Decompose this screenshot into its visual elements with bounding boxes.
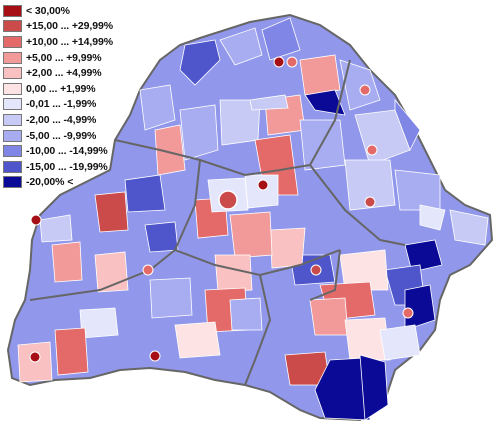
district xyxy=(309,297,349,336)
district xyxy=(94,191,129,233)
legend-swatch xyxy=(3,113,22,126)
legend: < 30,00% +15,00 ... +29,99% +10,00 ... +… xyxy=(3,3,113,190)
legend-item: -5,00 ... -9,99% xyxy=(3,128,113,144)
legend-label: +15,00 ... +29,99% xyxy=(26,20,113,33)
district xyxy=(174,321,221,359)
city-marker xyxy=(359,84,371,96)
district xyxy=(229,211,273,259)
city-marker xyxy=(310,264,322,276)
district xyxy=(249,94,289,111)
district xyxy=(149,277,193,319)
city-marker xyxy=(286,56,298,68)
district xyxy=(261,17,301,61)
legend-item: 0,00 ... +1,99% xyxy=(3,81,113,97)
legend-swatch xyxy=(3,82,22,95)
city-marker xyxy=(402,307,414,319)
district xyxy=(144,221,179,253)
district xyxy=(179,39,221,86)
legend-label: +10,00 ... +14,99% xyxy=(26,35,113,48)
legend-swatch xyxy=(3,145,22,158)
legend-label: 0,00 ... +1,99% xyxy=(26,82,96,95)
legend-label: -5,00 ... -9,99% xyxy=(26,129,97,142)
district xyxy=(229,297,263,331)
legend-label: -0,01 ... -1,99% xyxy=(26,98,97,111)
legend-swatch xyxy=(3,4,22,17)
district-fills xyxy=(17,17,489,421)
city-marker xyxy=(142,264,154,276)
legend-item: +2,00 ... +4,99% xyxy=(3,65,113,81)
district xyxy=(359,354,389,421)
district xyxy=(124,174,166,213)
district xyxy=(154,124,186,176)
district xyxy=(39,214,73,243)
district xyxy=(394,98,421,151)
district xyxy=(339,59,381,111)
legend-label: -20,00% < xyxy=(26,176,74,189)
legend-swatch xyxy=(3,129,22,142)
district xyxy=(394,169,441,211)
city-marker xyxy=(257,179,269,191)
district xyxy=(419,204,446,231)
legend-item: -20,00% < xyxy=(3,175,113,191)
city-marker xyxy=(366,144,378,156)
legend-item: < 30,00% xyxy=(3,3,113,19)
city-marker xyxy=(149,350,161,362)
city-marker xyxy=(273,56,285,68)
city-marker xyxy=(29,351,41,363)
district xyxy=(219,27,263,66)
district xyxy=(314,357,371,421)
legend-item: +10,00 ... +14,99% xyxy=(3,34,113,50)
legend-label: -15,00 ... -19,99% xyxy=(26,160,108,173)
legend-swatch xyxy=(3,160,22,173)
city-marker xyxy=(30,214,42,226)
district xyxy=(339,249,389,291)
district xyxy=(299,54,341,96)
district xyxy=(54,327,89,376)
legend-label: < 30,00% xyxy=(26,4,70,17)
legend-swatch xyxy=(3,20,22,33)
district xyxy=(304,89,346,116)
legend-swatch xyxy=(3,176,22,189)
legend-item: +5,00 ... +9,99% xyxy=(3,50,113,66)
legend-label: -2,00 ... -4,99% xyxy=(26,113,97,126)
legend-swatch xyxy=(3,98,22,111)
legend-label: +5,00 ... +9,99% xyxy=(26,51,102,64)
city-marker xyxy=(364,196,376,208)
district xyxy=(244,174,279,209)
legend-item: -10,00 ... -14,99% xyxy=(3,143,113,159)
oblast-boundaries xyxy=(29,59,406,386)
district xyxy=(344,317,391,361)
legend-item: -0,01 ... -1,99% xyxy=(3,97,113,113)
district xyxy=(51,241,83,283)
district xyxy=(299,119,346,171)
legend-swatch xyxy=(3,35,22,48)
legend-swatch xyxy=(3,67,22,80)
district xyxy=(344,159,396,211)
legend-swatch xyxy=(3,51,22,64)
legend-item: -15,00 ... -19,99% xyxy=(3,159,113,175)
legend-label: +2,00 ... +4,99% xyxy=(26,67,102,80)
district xyxy=(179,104,219,161)
district xyxy=(404,239,443,273)
city-markers xyxy=(29,56,414,363)
district xyxy=(139,84,176,131)
legend-label: -10,00 ... -14,99% xyxy=(26,145,108,158)
city-marker xyxy=(218,190,238,210)
legend-item: -2,00 ... -4,99% xyxy=(3,112,113,128)
district xyxy=(214,254,253,293)
district xyxy=(449,209,489,246)
legend-item: +15,00 ... +29,99% xyxy=(3,19,113,35)
district xyxy=(269,227,306,269)
district xyxy=(379,324,421,361)
